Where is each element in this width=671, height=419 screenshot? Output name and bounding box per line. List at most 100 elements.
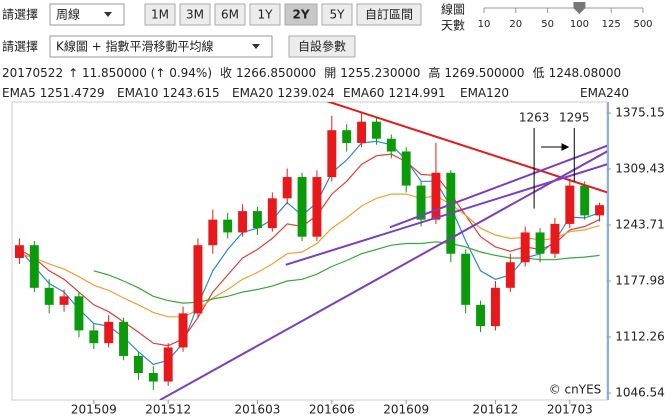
quote-date: 20170522 bbox=[2, 66, 63, 80]
legend-value: 1251.4729 bbox=[40, 86, 105, 100]
quote-line: 20170522 ↑ 11.850000 (↑ 0.94%) 收 1266.85000… bbox=[2, 65, 621, 80]
days-label: 天數 bbox=[441, 19, 465, 33]
settings-button-text[interactable]: 自設參數 bbox=[298, 39, 346, 54]
slider-tick-label: 125 bbox=[602, 19, 621, 30]
candle-body bbox=[178, 313, 188, 348]
range-button[interactable] bbox=[284, 3, 318, 26]
trend-line bbox=[159, 150, 607, 400]
range-button-text[interactable]: 6M bbox=[221, 8, 239, 22]
legend-item: EMA120 bbox=[460, 86, 509, 100]
legend-bg bbox=[230, 84, 350, 100]
type-value[interactable]: K線圖 + 指數平滑移動平均線 bbox=[56, 39, 214, 54]
credit: © cnYES bbox=[549, 383, 602, 397]
candle-body bbox=[133, 355, 143, 373]
settings-button[interactable] bbox=[288, 35, 356, 58]
candle-body bbox=[431, 172, 441, 220]
legend-value: 1214.991 bbox=[388, 86, 445, 100]
quote-field-value: 1255.230000 bbox=[340, 66, 420, 80]
candle-body bbox=[595, 205, 605, 216]
range-button-text[interactable]: 5Y bbox=[330, 8, 346, 22]
trend-line bbox=[389, 144, 607, 229]
y-tick-label: 1177.98 bbox=[615, 274, 665, 288]
candle-body bbox=[119, 321, 129, 356]
period-label: 請選擇 bbox=[2, 7, 38, 22]
range-button[interactable] bbox=[144, 3, 176, 26]
y-tick-label: 1112.26 bbox=[615, 329, 665, 343]
candle-body bbox=[223, 219, 233, 233]
candle-body bbox=[74, 296, 84, 331]
candle-body bbox=[267, 198, 277, 229]
range-button[interactable] bbox=[321, 3, 353, 26]
quote-field-label: 高 bbox=[428, 65, 440, 80]
slider-tick-label: 500 bbox=[633, 19, 652, 30]
quote-change: ↑ 11.850000 (↑ 0.94%) bbox=[68, 66, 212, 80]
candle-body bbox=[357, 121, 367, 143]
type-select[interactable] bbox=[49, 35, 273, 58]
candle-body bbox=[44, 287, 54, 305]
range-button[interactable] bbox=[214, 3, 246, 26]
range-button[interactable] bbox=[356, 3, 422, 26]
y-tick-label: 1046.54 bbox=[615, 385, 665, 399]
candle-body bbox=[505, 262, 515, 288]
ema-line bbox=[19, 193, 600, 318]
slider-tick-label: 50 bbox=[541, 19, 554, 30]
x-tick-label: 201612 bbox=[473, 403, 519, 417]
candle-body bbox=[282, 177, 292, 199]
legend-name: EMA240 bbox=[580, 86, 629, 100]
candle-body bbox=[148, 372, 158, 382]
candle-body bbox=[327, 130, 337, 178]
legend-item: EMA60 1214.991 bbox=[343, 86, 446, 100]
period-value[interactable]: 周線 bbox=[56, 7, 80, 22]
annotation-label: 1295 bbox=[559, 111, 590, 125]
candle-body bbox=[490, 287, 500, 327]
legend-bg bbox=[458, 84, 578, 100]
quote-field-value: 1248.08000 bbox=[549, 66, 622, 80]
annotation-label: 1263 bbox=[519, 111, 550, 125]
x-tick-label: 201603 bbox=[235, 403, 281, 417]
quote-field-label: 低 bbox=[533, 66, 545, 80]
select-arrow bbox=[252, 44, 260, 49]
slider-knob[interactable] bbox=[573, 2, 586, 14]
type-label: 請選擇 bbox=[2, 39, 38, 54]
candle-body bbox=[59, 296, 69, 305]
legend-item: EMA10 1243.615 bbox=[117, 86, 220, 100]
candle-body bbox=[193, 245, 203, 314]
candle-body bbox=[476, 304, 486, 327]
legend-item: EMA20 1239.024 bbox=[232, 86, 335, 100]
slider-tick-label: 100 bbox=[570, 19, 589, 30]
range-button-text[interactable]: 2Y bbox=[292, 8, 309, 22]
range-button[interactable] bbox=[179, 3, 211, 26]
range-button-text[interactable]: 自訂區間 bbox=[365, 7, 413, 22]
slider-tick-label: 20 bbox=[509, 19, 522, 30]
range-button[interactable] bbox=[249, 3, 281, 26]
range-button-text[interactable]: 3M bbox=[186, 8, 204, 22]
plot-frame bbox=[11, 101, 608, 401]
candle-body bbox=[520, 232, 530, 263]
slider-tick-label: 10 bbox=[478, 19, 491, 30]
candle-body bbox=[14, 245, 24, 258]
candle-body bbox=[89, 330, 99, 344]
range-button-text[interactable]: 1M bbox=[151, 8, 169, 22]
range-button-text[interactable]: 1Y bbox=[258, 8, 274, 22]
x-tick-label: 201609 bbox=[383, 403, 429, 417]
period-select[interactable] bbox=[49, 3, 125, 26]
quote-field-value: 1266.850000 bbox=[236, 66, 316, 80]
quote-field-label: 收 bbox=[220, 66, 232, 80]
quote-field-value: 1269.500000 bbox=[444, 66, 524, 80]
candle-body bbox=[550, 223, 560, 254]
select-arrow bbox=[104, 12, 112, 17]
legend-bg bbox=[0, 84, 120, 100]
legend-name: EMA10 bbox=[117, 86, 158, 100]
legend-name: EMA5 bbox=[2, 86, 36, 100]
trend-line bbox=[285, 163, 607, 266]
x-tick-label: 201606 bbox=[309, 403, 355, 417]
candle-body bbox=[401, 151, 411, 186]
candle-body bbox=[342, 130, 352, 143]
candle-body bbox=[312, 177, 322, 237]
candle-body bbox=[461, 253, 471, 305]
candle-body bbox=[386, 138, 396, 152]
candle-body bbox=[565, 185, 575, 224]
ema-line bbox=[18, 140, 600, 366]
legend-bg bbox=[578, 84, 671, 100]
